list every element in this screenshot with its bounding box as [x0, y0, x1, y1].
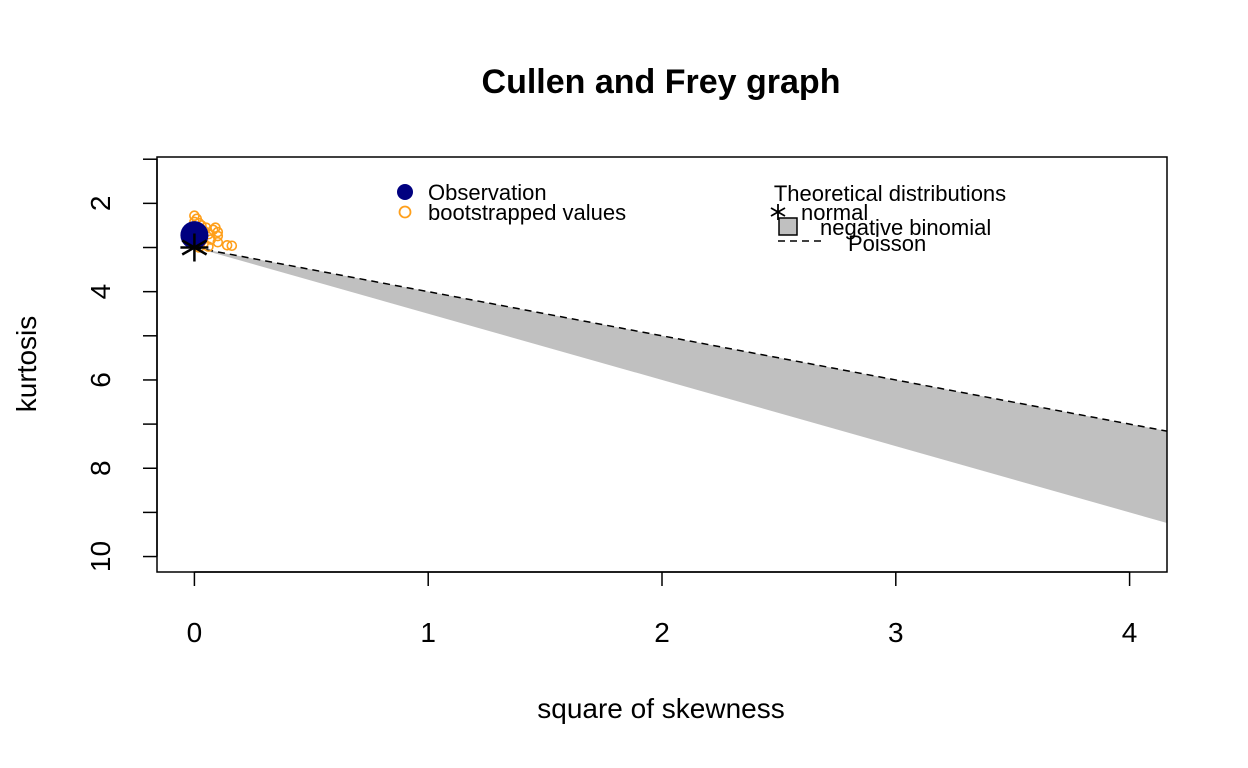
legend-observation-symbol: [397, 184, 413, 200]
bootstrapped-point: [221, 239, 233, 251]
legend-normal-label: normal: [801, 200, 868, 225]
y-tick-label: 6: [85, 372, 116, 388]
poisson-line: [194, 246, 1167, 432]
plot-area: [180, 210, 1167, 523]
legend-poisson-label: Poisson: [848, 231, 926, 256]
normal-point: [180, 233, 209, 262]
y-tick-label: 2: [85, 196, 116, 212]
x-tick-label: 0: [187, 617, 203, 648]
y-tick-label: 4: [85, 284, 116, 300]
x-axis-label: square of skewness: [537, 693, 784, 724]
chart-title: Cullen and Frey graph: [482, 63, 841, 101]
x-tick-label: 4: [1122, 617, 1138, 648]
bootstrapped-point: [210, 222, 221, 233]
legend-bootstrapped-label: bootstrapped values: [428, 200, 626, 225]
legend-observation-label: Observation: [428, 180, 547, 205]
bootstrapped-point: [226, 240, 238, 252]
y-tick-label: 8: [85, 460, 116, 476]
y-axis: 2 4 6 8 10: [85, 158, 158, 572]
bootstrapped-point: [189, 210, 200, 222]
x-tick-label: 1: [420, 617, 436, 648]
legend-left: Observation bootstrapped values: [397, 180, 626, 225]
y-axis-label: kurtosis: [11, 316, 42, 412]
negative-binomial-region: [194, 247, 1167, 523]
x-tick-label: 3: [888, 617, 904, 648]
legend-right-title: Theoretical distributions: [774, 181, 1006, 206]
legend-negative-binomial-label: negative binomial: [820, 215, 991, 240]
bootstrapped-point: [212, 236, 224, 248]
legend-bootstrapped-symbol: [398, 205, 412, 219]
legend-normal-symbol: [770, 204, 786, 220]
x-tick-label: 2: [654, 617, 670, 648]
y-tick-label: 10: [85, 541, 116, 572]
legend-negative-binomial-symbol: [778, 217, 798, 236]
legend-right: Theoretical distributions normal negativ…: [770, 181, 1006, 256]
x-axis: 0 1 2 3 4: [187, 571, 1138, 648]
